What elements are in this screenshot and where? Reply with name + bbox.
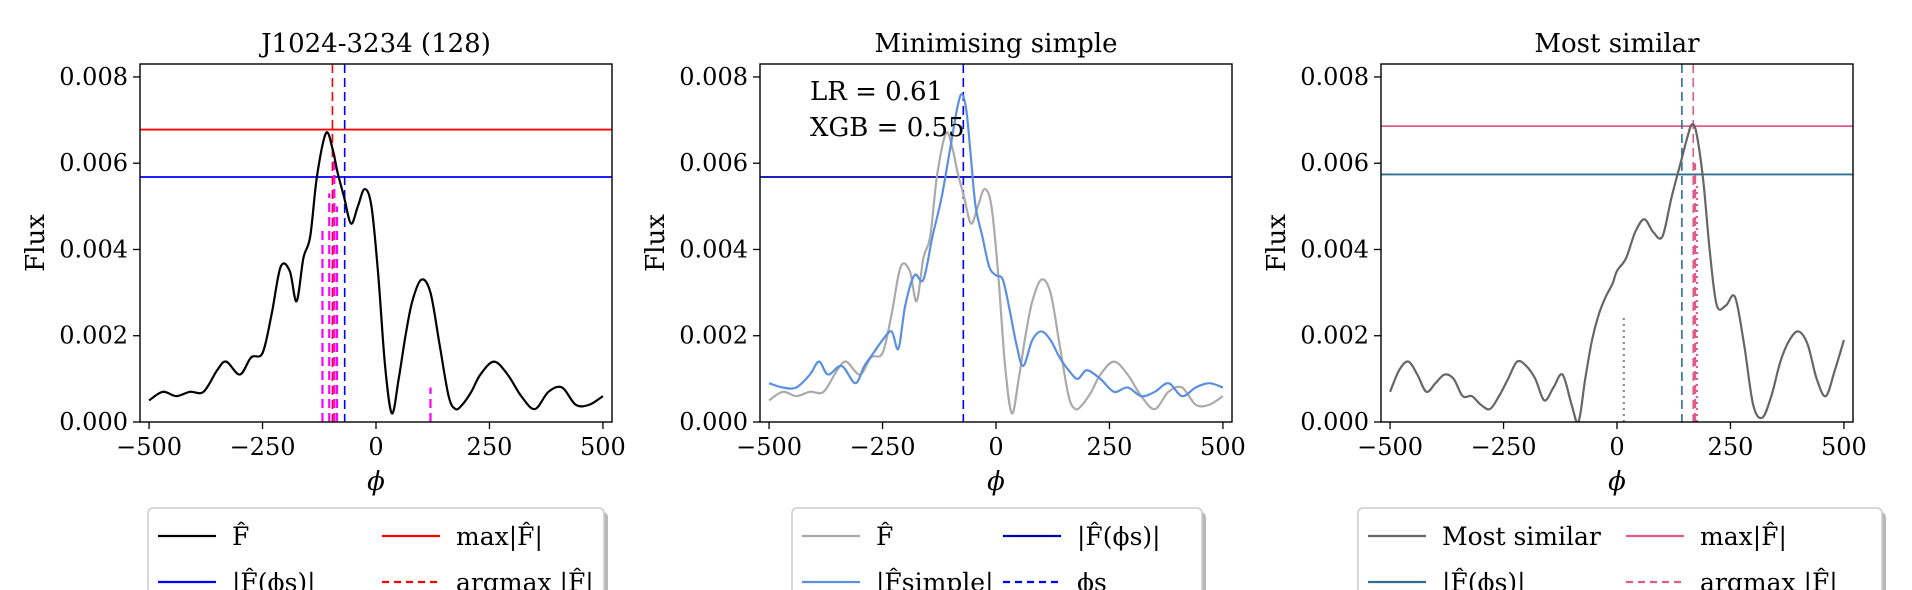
- legend-box: [1357, 507, 1883, 590]
- x-tick-label: 500: [1200, 433, 1246, 461]
- x-tick-label: −500: [116, 433, 182, 461]
- x-axis-label: ϕ: [987, 467, 1005, 497]
- x-tick-label: 0: [988, 433, 1003, 461]
- y-tick-label: 0.000: [1300, 408, 1369, 436]
- chart-title: Most similar: [1534, 29, 1700, 59]
- legend-label: |F̂(ϕs)|: [1077, 522, 1161, 552]
- legend: F̂ |F̂(ϕs)| |F̂simple| ϕs: [791, 507, 1206, 590]
- series-line: [148, 131, 604, 415]
- y-tick-label: 0.006: [59, 149, 128, 177]
- legend-label: ϕs: [1077, 568, 1107, 590]
- y-tick-label: 0.000: [59, 408, 128, 436]
- legend-label: argmax |F̂|: [1700, 568, 1838, 590]
- x-tick-label: 250: [467, 433, 513, 461]
- legend-label: Most similar: [1442, 522, 1601, 551]
- plot-frame: [139, 63, 613, 423]
- annotation-text: LR = 0.61: [810, 77, 943, 107]
- x-tick-label: −250: [1471, 433, 1537, 461]
- annotation-text: XGB = 0.55: [810, 113, 965, 143]
- legend-label: max|F̂|: [456, 522, 543, 552]
- y-tick-label: 0.002: [59, 322, 128, 350]
- chart-title: Minimising simple: [875, 29, 1118, 59]
- y-axis-label: Flux: [641, 214, 671, 272]
- legend-label: argmax |F̂|: [456, 568, 594, 590]
- x-tick-label: −250: [850, 433, 916, 461]
- y-tick-label: 0.008: [1300, 63, 1369, 91]
- plot-frame: [759, 63, 1233, 423]
- x-tick-label: −500: [1357, 433, 1423, 461]
- x-tick-label: 250: [1087, 433, 1133, 461]
- y-axis-label: Flux: [21, 214, 51, 272]
- legend: F̂ max|F̂| |F̂(ϕs)| argmax |F̂|: [147, 507, 608, 590]
- plot-frame: [1380, 63, 1854, 423]
- x-tick-label: −500: [736, 433, 802, 461]
- legend-label: |F̂simple|: [876, 568, 994, 590]
- legend: Most similar max|F̂| |F̂(ϕs)| argmax |F̂|: [1357, 507, 1886, 590]
- series-line: [1389, 123, 1845, 422]
- x-tick-label: 250: [1708, 433, 1754, 461]
- x-tick-label: 0: [368, 433, 383, 461]
- legend-label: F̂: [232, 522, 249, 551]
- legend-label: max|F̂|: [1700, 522, 1787, 552]
- x-axis-label: ϕ: [1608, 467, 1626, 497]
- x-tick-label: 0: [1609, 433, 1624, 461]
- series-line: [768, 93, 1224, 398]
- y-tick-label: 0.002: [1300, 322, 1369, 350]
- legend-box: [791, 507, 1203, 590]
- y-tick-label: 0.004: [1300, 235, 1369, 263]
- x-axis-label: ϕ: [367, 467, 385, 497]
- chart-panel-1: J1024-3234 (128) Flux ϕ 0.000 0.002 0.004 0.00…: [21, 29, 626, 590]
- legend-box: [147, 507, 605, 590]
- chart-panel-2: Minimising simple Flux ϕ 0.000 0.002 0.004 0.0…: [641, 29, 1246, 590]
- y-tick-label: 0.002: [679, 322, 748, 350]
- legend-label: |F̂(ϕs)|: [232, 568, 316, 590]
- y-tick-label: 0.006: [679, 149, 748, 177]
- chart-title: J1024-3234 (128): [258, 29, 491, 59]
- x-tick-label: 500: [580, 433, 626, 461]
- y-tick-label: 0.004: [679, 235, 748, 263]
- x-tick-label: −250: [230, 433, 296, 461]
- legend-label: |F̂(ϕs)|: [1442, 568, 1526, 590]
- y-tick-label: 0.000: [679, 408, 748, 436]
- y-axis-label: Flux: [1262, 214, 1292, 272]
- chart-panel-3: Most similar Flux ϕ 0.000 0.002 0.004 0.006 0.0…: [1262, 29, 1886, 590]
- y-tick-label: 0.006: [1300, 149, 1369, 177]
- y-tick-label: 0.004: [59, 235, 128, 263]
- series-line: [768, 131, 1224, 415]
- y-tick-label: 0.008: [679, 63, 748, 91]
- legend-label: F̂: [876, 522, 893, 551]
- y-tick-label: 0.008: [59, 63, 128, 91]
- x-tick-label: 500: [1821, 433, 1867, 461]
